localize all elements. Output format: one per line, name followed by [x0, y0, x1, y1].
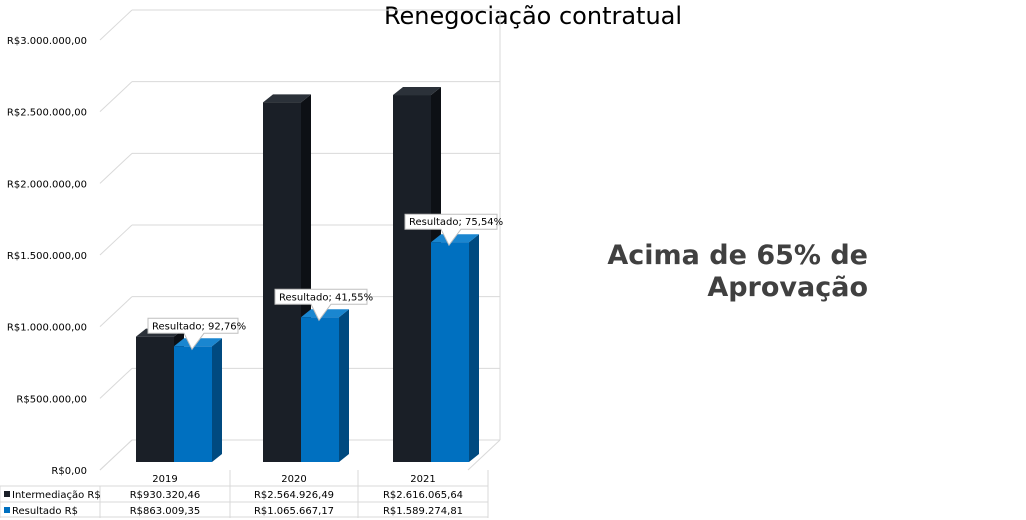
- callout: Resultado; 92,76%: [147, 317, 246, 351]
- gridline-diagonal: [99, 224, 133, 256]
- y-tick-label: R$2.500.000,00: [7, 108, 87, 119]
- bar-side: [212, 338, 222, 462]
- gridline-diagonal: [99, 9, 133, 41]
- floor-right-edge: [467, 439, 501, 471]
- legend-label: Resultado R$: [12, 506, 78, 517]
- bar-side: [339, 309, 349, 462]
- callout-bubble: [404, 213, 498, 247]
- bar-resultado-2019: [174, 346, 212, 462]
- bar-intermediação-2021: [393, 95, 431, 463]
- category-label-2021: 2021: [410, 474, 435, 485]
- headline-line-1: Acima de 65% de: [607, 240, 868, 271]
- bar-top: [393, 87, 441, 96]
- callout-bubble: [147, 317, 239, 351]
- bar-resultado-2021: [431, 242, 469, 462]
- callout-label: Resultado; 92,76%: [152, 321, 246, 332]
- bar-intermediação-2019: [136, 336, 174, 462]
- callout: Resultado; 75,54%: [404, 213, 503, 247]
- gridline-diagonal: [99, 367, 133, 399]
- y-tick-label: R$1.000.000,00: [7, 323, 87, 334]
- y-tick-label: R$3.000.000,00: [7, 36, 87, 47]
- callout-label: Resultado; 41,55%: [279, 292, 373, 303]
- y-tick-label: R$500.000,00: [16, 394, 87, 405]
- gridline-diagonal: [99, 152, 133, 184]
- table-cell: R$930.320,46: [130, 490, 201, 501]
- bars: [136, 87, 479, 463]
- table-cell: R$1.065.667,17: [254, 506, 334, 517]
- bar-top: [431, 234, 479, 243]
- y-axis-tick-labels: R$0,00 R$500.000,00 R$1.000.000,00 R$1.500.…: [7, 36, 87, 477]
- bar-top: [174, 338, 222, 347]
- chart-title: Renegociação contratual: [383, 2, 683, 30]
- callout: Resultado; 41,55%: [274, 288, 373, 322]
- bar-top: [263, 94, 311, 103]
- approval-headline: Acima de 65% de Aprovação: [560, 240, 868, 304]
- legend-key: [4, 491, 10, 497]
- y-tick-label: R$2.000.000,00: [7, 179, 87, 190]
- bar-top: [301, 309, 349, 318]
- table-cell: R$2.564.926,49: [254, 490, 334, 501]
- table-cell: R$1.589.274,81: [383, 506, 463, 517]
- gridline-diagonal: [99, 81, 133, 113]
- gridline-diagonal: [99, 296, 133, 328]
- bar-resultado-2020: [301, 317, 339, 462]
- category-label-2019: 2019: [152, 474, 177, 485]
- bar-intermediação-2020: [263, 102, 301, 462]
- callout-label: Resultado; 75,54%: [409, 217, 503, 228]
- category-label-2020: 2020: [281, 474, 306, 485]
- headline-line-2: Aprovação: [707, 272, 868, 303]
- y-tick-label: R$1.500.000,00: [7, 251, 87, 262]
- legend-key: [4, 507, 10, 513]
- table-cell: R$2.616.065,64: [383, 490, 463, 501]
- legend-label: Intermediação R$: [12, 490, 101, 501]
- callout-bubble: [274, 288, 368, 322]
- data-table: 2019 2020 2021 Intermediação R$ R$930.320,46…: [0, 470, 489, 518]
- y-tick-label: R$0,00: [51, 466, 87, 477]
- bar-side: [469, 234, 479, 462]
- gridline-diagonal: [99, 439, 133, 471]
- table-cell: R$863.009,35: [130, 506, 201, 517]
- callouts: Resultado; 92,76% Resultado; 41,55% Result…: [147, 213, 503, 351]
